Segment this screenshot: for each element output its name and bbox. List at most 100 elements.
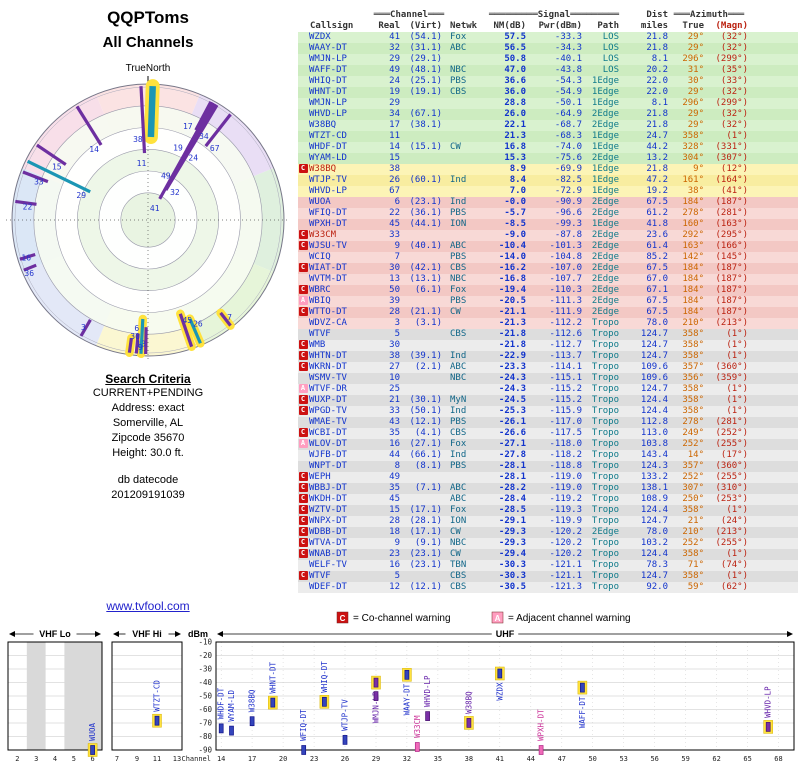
svg-text:-90: -90 bbox=[198, 746, 212, 755]
svg-text:3: 3 bbox=[34, 755, 38, 763]
table-row: C WTTO-DT 28 (21.1) CW -21.1 -111.9 2Edge 67.5 18… bbox=[298, 307, 798, 318]
radar-markers bbox=[15, 79, 235, 359]
table-row: C WCBI-DT 35 (4.1) CBS -26.6 -117.5 Tropo 113.0 2… bbox=[298, 428, 798, 439]
table-row: C WBRC 50 (6.1) Fox -19.4 -110.3 2Edge 67.1 184°(… bbox=[298, 285, 798, 296]
table-row: WTVF 5 CBS -21.8 -112.6 Tropo 124.7 358° (1°) bbox=[298, 329, 798, 340]
legend-item: A = Adjacent channel warning bbox=[491, 611, 631, 624]
svg-text:30: 30 bbox=[130, 332, 140, 341]
svg-text:33: 33 bbox=[34, 178, 44, 187]
svg-text:65: 65 bbox=[743, 755, 751, 763]
table-row: WZDX 41 (54.1) Fox 57.5 -33.3 LOS 21.8 29° (32°) bbox=[298, 32, 798, 43]
svg-text:W38BQ: W38BQ bbox=[248, 689, 257, 712]
table-row: C WEPH 49 -28.1 -119.0 Tropo 133.2 252° (255°) bbox=[298, 472, 798, 483]
search-criteria-heading: Search Criteria bbox=[105, 372, 191, 386]
svg-text:35: 35 bbox=[434, 755, 442, 763]
svg-text:WTZT-CD: WTZT-CD bbox=[153, 680, 162, 712]
svg-text:53: 53 bbox=[619, 755, 627, 763]
adjacent-channel-warning-icon: A bbox=[298, 439, 308, 448]
svg-text:67: 67 bbox=[210, 144, 220, 153]
table-row: WHVD-LP 67 7.0 -72.9 1Edge 19.2 38° (41°) bbox=[298, 186, 798, 197]
svg-text:WHDF-DT: WHDF-DT bbox=[217, 687, 226, 719]
svg-text:29: 29 bbox=[372, 755, 380, 763]
svg-text:14: 14 bbox=[89, 145, 99, 154]
svg-text:4: 4 bbox=[53, 755, 57, 763]
svg-text:13: 13 bbox=[136, 340, 146, 349]
svg-text:3: 3 bbox=[81, 323, 86, 332]
svg-text:7: 7 bbox=[115, 755, 119, 763]
table-body: WZDX 41 (54.1) Fox 57.5 -33.3 LOS 21.8 29° (32°) W… bbox=[298, 32, 798, 593]
header-path: Path bbox=[597, 21, 619, 31]
svg-text:7: 7 bbox=[227, 313, 232, 322]
svg-text:WAFF-DT: WAFF-DT bbox=[578, 696, 587, 728]
svg-text:62: 62 bbox=[712, 755, 720, 763]
svg-text:50: 50 bbox=[588, 755, 596, 763]
svg-text:6: 6 bbox=[134, 324, 139, 333]
svg-text:UHF: UHF bbox=[496, 629, 515, 639]
svg-text:32: 32 bbox=[170, 188, 180, 197]
table-row: WTJP-TV 26 (60.1) Ind 8.4 -82.5 1Edge 47.2 161°(… bbox=[298, 175, 798, 186]
svg-text:20: 20 bbox=[279, 755, 287, 763]
svg-text:-50: -50 bbox=[198, 692, 212, 701]
signal-table: ═══Channel═══ ═════════Signal═════════ D… bbox=[298, 10, 798, 593]
table-row: C WNAB-DT 23 (23.1) CW -29.4 -120.2 Tropo 124.4 3… bbox=[298, 549, 798, 560]
table-row: WDVZ-CA 3 (3.1) -21.3 -112.2 Tropo 78.0 210° (21… bbox=[298, 318, 798, 329]
svg-text:22: 22 bbox=[23, 202, 33, 211]
adjacent-channel-warning-icon: A bbox=[298, 296, 308, 305]
svg-text:WMJN-LP: WMJN-LP bbox=[372, 691, 381, 723]
co-channel-warning-icon: C bbox=[298, 428, 308, 437]
table-row: WAFF-DT 49 (48.1) NBC 47.0 -43.8 LOS 20.2 31° (35… bbox=[298, 65, 798, 76]
table-row: C WTVA-DT 9 (9.1) NBC -29.3 -120.2 Tropo 103.2 25… bbox=[298, 538, 798, 549]
table-row: C WKDH-DT 45 ABC -28.4 -119.2 Tropo 108.9 250° (2… bbox=[298, 494, 798, 505]
search-criteria-line: CURRENT+PENDING bbox=[92, 387, 204, 399]
header-magn: (Magn) bbox=[715, 21, 748, 31]
page-title: QQPToms bbox=[107, 8, 189, 27]
svg-text:19: 19 bbox=[173, 144, 183, 153]
table-row: A WBIQ 39 PBS -20.5 -111.3 2Edge 67.5 184° (187°) bbox=[298, 296, 798, 307]
table-row: WSMV-TV 10 NBC -24.3 -115.1 Tropo 109.6 356° (35… bbox=[298, 373, 798, 384]
svg-text:WFIQ-DT: WFIQ-DT bbox=[299, 709, 308, 741]
header-signal-group: ═════════Signal═════════ bbox=[488, 10, 620, 20]
header-true: True bbox=[682, 21, 704, 31]
table-row: WNPT-DT 8 (8.1) PBS -28.1 -118.8 Tropo 124.3 357… bbox=[298, 461, 798, 472]
table-row: C WIAT-DT 30 (42.1) CBS -16.2 -107.0 2Edge 67.5 1… bbox=[298, 263, 798, 274]
svg-text:-80: -80 bbox=[198, 732, 212, 741]
svg-text:VHF Lo: VHF Lo bbox=[39, 629, 71, 639]
header-netwk: Netwk bbox=[450, 21, 478, 31]
table-row: WHNT-DT 19 (19.1) CBS 36.0 -54.9 1Edge 22.0 29°(… bbox=[298, 87, 798, 98]
tvfool-link[interactable]: www.tvfool.com bbox=[106, 599, 190, 613]
svg-text:59: 59 bbox=[681, 755, 689, 763]
svg-text:38: 38 bbox=[465, 755, 473, 763]
table-header-groups: ═══Channel═══ ═════════Signal═════════ D… bbox=[298, 10, 798, 21]
svg-text:16: 16 bbox=[21, 254, 31, 263]
svg-text:68: 68 bbox=[774, 755, 782, 763]
svg-text:14: 14 bbox=[217, 755, 225, 763]
table-row: C WNPX-DT 28 (28.1) ION -29.1 -119.9 Tropo 124.7… bbox=[298, 516, 798, 527]
table-row: A WLOV-DT 16 (27.1) Fox -27.1 -118.0 Tropo 103.8… bbox=[298, 439, 798, 450]
svg-text:41: 41 bbox=[150, 204, 160, 213]
table-row: WDEF-DT 12 (12.1) CBS -30.5 -121.3 Tropo 92.0 59… bbox=[298, 582, 798, 593]
table-row: WJFB-DT 44 (66.1) Ind -27.8 -118.2 Tropo 143.4 1… bbox=[298, 450, 798, 461]
table-row: WCIQ 7 PBS -14.0 -104.8 2Edge 85.2 142° (145°) bbox=[298, 252, 798, 263]
signal-chart-section: C = Co-channel warning A = Adjacent channel… bbox=[0, 610, 800, 768]
header-nm: NM(dB) bbox=[493, 21, 526, 31]
svg-text:-10: -10 bbox=[198, 638, 212, 647]
co-channel-warning-icon: C bbox=[298, 527, 308, 536]
table-row: C WMB 30 -21.8 -112.7 Tropo 124.7 358° (1°) bbox=[298, 340, 798, 351]
co-channel-warning-icon: C bbox=[298, 505, 308, 514]
svg-text:24: 24 bbox=[188, 153, 198, 162]
svg-text:WUOA: WUOA bbox=[88, 722, 97, 741]
svg-text:15: 15 bbox=[52, 163, 62, 172]
table-row: WVTM-DT 13 (13.1) NBC -16.8 -107.7 2Edge 67.0 18… bbox=[298, 274, 798, 285]
header-callsign: Callsign bbox=[310, 21, 354, 31]
signal-chart: C = Co-channel warning A = Adjacent channel… bbox=[7, 611, 795, 763]
svg-text:41: 41 bbox=[496, 755, 504, 763]
true-north-label: TrueNorth bbox=[125, 63, 171, 74]
co-channel-warning-icon: C bbox=[298, 362, 308, 371]
co-channel-warning-icon: C bbox=[298, 164, 308, 173]
table-row: WPXH-DT 45 (44.1) ION -8.5 -99.3 1Edge 41.8 160°… bbox=[298, 219, 798, 230]
svg-text:-30: -30 bbox=[198, 665, 212, 674]
co-channel-warning-icon: C bbox=[298, 516, 308, 525]
svg-text:49: 49 bbox=[161, 172, 171, 181]
